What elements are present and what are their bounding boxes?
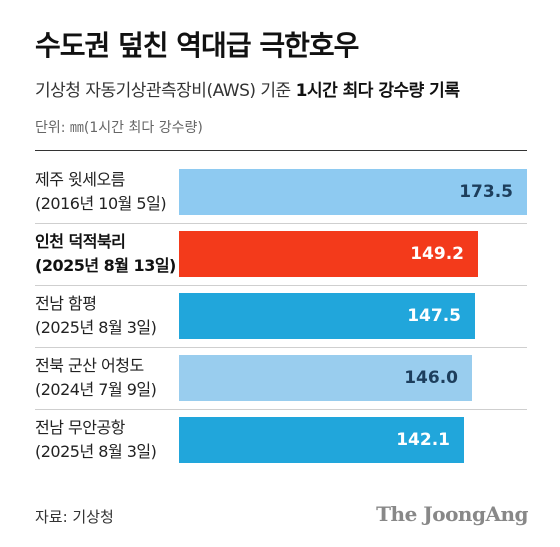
bar-label-location: 전북 군산 어청도 [35,356,144,375]
bar-label-date: (2025년 8월 3일) [35,442,157,461]
bar-label: 제주 윗세오름 (2016년 10월 5일) [35,168,167,216]
row-separator [35,285,527,286]
chart-title: 수도권 덮친 역대급 극한호우 [35,29,359,62]
bar-label-date: (2024년 7월 9일) [35,380,157,399]
bar-value-label: 173.5 [459,182,513,202]
bar-label: 인천 덕적북리 (2025년 8월 13일) [35,230,176,278]
row-separator [35,409,527,410]
row-separator [35,223,527,224]
bar-value-label: 142.1 [396,430,450,450]
bar: 173.5 [179,169,527,215]
bar-label-location: 인천 덕적북리 [35,232,126,251]
bar-label-location: 전남 무안공항 [35,418,125,437]
chart-subtitle: 기상청 자동기상관측장비(AWS) 기준 1시간 최다 강수량 기록 [35,76,460,101]
unit-note: 단위: ㎜(1시간 최다 강수량) [35,120,203,136]
bar-label-date: (2025년 8월 3일) [35,318,157,337]
bar-label: 전북 군산 어청도 (2024년 7월 9일) [35,354,157,402]
bar: 149.2 [179,231,478,277]
bar: 142.1 [179,417,464,463]
bar: 147.5 [179,293,475,339]
source-note: 자료: 기상청 [35,508,114,526]
bar-label-date: (2025년 8월 13일) [35,256,176,275]
bar-value-label: 146.0 [404,368,458,388]
row-separator [35,347,527,348]
bar-value-label: 147.5 [407,306,461,326]
bar-label: 전남 무안공항 (2025년 8월 3일) [35,416,157,464]
bar: 146.0 [179,355,472,401]
bar-label-location: 제주 윗세오름 [35,170,125,189]
top-divider [35,150,527,151]
subtitle-bold: 1시간 최다 강수량 기록 [295,81,460,101]
bar-label: 전남 함평 (2025년 8월 3일) [35,292,157,340]
bar-label-location: 전남 함평 [35,294,97,313]
bar-value-label: 149.2 [410,244,464,264]
brand-logo: The JoongAng [376,502,528,526]
bar-label-date: (2016년 10월 5일) [35,194,167,213]
subtitle-prefix: 기상청 자동기상관측장비(AWS) 기준 [35,81,296,101]
